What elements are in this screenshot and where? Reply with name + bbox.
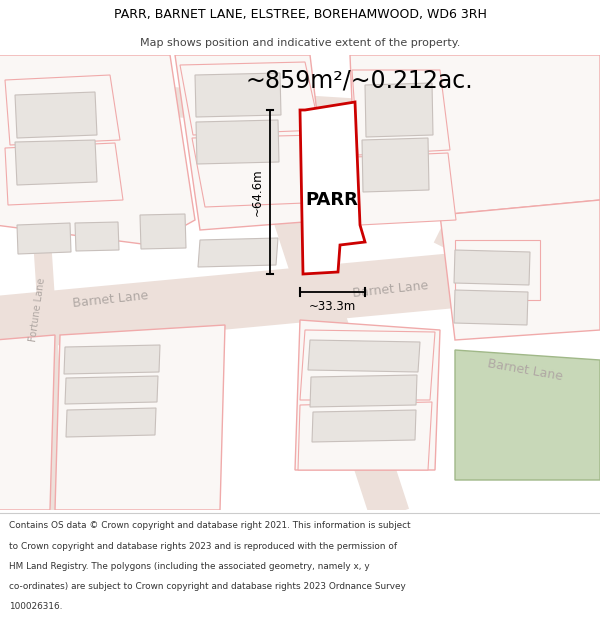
Polygon shape: [308, 340, 420, 372]
Polygon shape: [65, 376, 158, 404]
Polygon shape: [0, 55, 195, 245]
Polygon shape: [140, 214, 186, 249]
Text: Map shows position and indicative extent of the property.: Map shows position and indicative extent…: [140, 38, 460, 48]
Polygon shape: [64, 345, 160, 374]
Text: HM Land Registry. The polygons (including the associated geometry, namely x, y: HM Land Registry. The polygons (includin…: [9, 562, 370, 571]
Polygon shape: [365, 83, 433, 137]
Polygon shape: [300, 102, 365, 274]
Polygon shape: [198, 238, 278, 267]
Polygon shape: [175, 55, 330, 230]
Polygon shape: [180, 62, 320, 135]
Polygon shape: [192, 135, 330, 207]
Text: co-ordinates) are subject to Crown copyright and database rights 2023 Ordnance S: co-ordinates) are subject to Crown copyr…: [9, 582, 406, 591]
Text: Barnet Lane: Barnet Lane: [71, 289, 149, 311]
Polygon shape: [5, 75, 120, 145]
Polygon shape: [195, 73, 281, 117]
Polygon shape: [350, 55, 600, 215]
Polygon shape: [440, 200, 600, 340]
Polygon shape: [295, 320, 440, 470]
Polygon shape: [312, 410, 416, 442]
Polygon shape: [355, 153, 456, 225]
Polygon shape: [15, 92, 97, 138]
Text: Barnet Lane: Barnet Lane: [487, 357, 563, 383]
Text: to Crown copyright and database rights 2023 and is reproduced with the permissio: to Crown copyright and database rights 2…: [9, 542, 397, 551]
Polygon shape: [66, 408, 156, 437]
Polygon shape: [75, 222, 119, 251]
Text: 100026316.: 100026316.: [9, 602, 62, 611]
Polygon shape: [17, 223, 71, 254]
Polygon shape: [298, 402, 432, 470]
Text: PARR: PARR: [305, 191, 358, 209]
Text: ~64.6m: ~64.6m: [251, 168, 263, 216]
Text: ~33.3m: ~33.3m: [309, 301, 356, 314]
Text: ~859m²/~0.212ac.: ~859m²/~0.212ac.: [245, 68, 473, 92]
Polygon shape: [300, 330, 435, 400]
Polygon shape: [5, 143, 123, 205]
Polygon shape: [55, 325, 225, 510]
Polygon shape: [0, 335, 55, 510]
Polygon shape: [454, 290, 528, 325]
Polygon shape: [455, 240, 540, 300]
Polygon shape: [21, 54, 69, 516]
Text: Barnet Lane: Barnet Lane: [352, 279, 428, 301]
Polygon shape: [455, 350, 600, 480]
Polygon shape: [15, 140, 97, 185]
Polygon shape: [352, 70, 450, 155]
Text: Contains OS data © Crown copyright and database right 2021. This information is : Contains OS data © Crown copyright and d…: [9, 521, 410, 531]
Polygon shape: [0, 75, 600, 145]
Text: Fortune Lane: Fortune Lane: [29, 278, 47, 342]
Text: PARR, BARNET LANE, ELSTREE, BOREHAMWOOD, WD6 3RH: PARR, BARNET LANE, ELSTREE, BOREHAMWOOD,…: [113, 8, 487, 21]
Polygon shape: [434, 217, 600, 332]
Polygon shape: [221, 49, 409, 521]
Polygon shape: [310, 375, 417, 407]
Polygon shape: [0, 238, 600, 352]
Polygon shape: [454, 250, 530, 285]
Polygon shape: [362, 138, 429, 192]
Polygon shape: [196, 120, 279, 164]
